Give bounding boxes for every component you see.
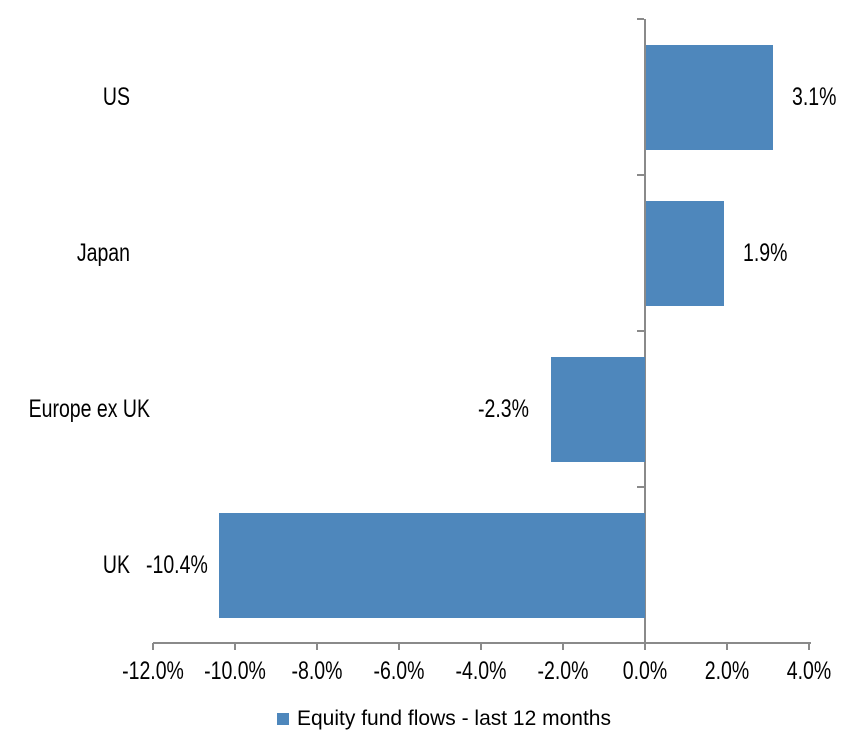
x-tick-label: -8.0% [291, 657, 343, 685]
x-axis-line [153, 642, 811, 644]
x-tick-label: 2.0% [704, 657, 750, 685]
x-tick [808, 643, 810, 650]
x-tick [152, 643, 154, 650]
data-label: 1.9% [743, 239, 788, 267]
x-tick [480, 643, 482, 650]
y-axis-tick [637, 486, 644, 488]
data-label: -2.3% [478, 395, 529, 423]
bar-us [646, 45, 773, 150]
bar-japan [646, 201, 724, 306]
x-tick-label: -2.0% [537, 657, 589, 685]
x-tick [234, 643, 236, 650]
bar-europe-ex-uk [551, 357, 645, 462]
category-label: UK [102, 551, 130, 579]
x-tick [644, 643, 646, 650]
legend: Equity fund flows - last 12 months [277, 706, 611, 732]
x-tick [316, 643, 318, 650]
x-tick-label: -4.0% [455, 657, 507, 685]
x-tick [562, 643, 564, 650]
x-tick [726, 643, 728, 650]
x-tick [398, 643, 400, 650]
x-tick-label: -6.0% [373, 657, 425, 685]
bar-uk [219, 513, 645, 618]
y-axis-tick [637, 330, 644, 332]
category-label: US [102, 83, 130, 111]
y-axis-line [644, 19, 646, 643]
y-axis-tick [637, 18, 644, 20]
data-label: 3.1% [792, 83, 837, 111]
x-tick-label: 4.0% [786, 657, 832, 685]
legend-label: Equity fund flows - last 12 months [297, 707, 611, 730]
legend-swatch-icon [277, 713, 289, 725]
data-label: -10.4% [146, 551, 208, 579]
category-label: Japan [76, 239, 130, 267]
x-tick-label: 0.0% [622, 657, 668, 685]
category-label: Europe ex UK [28, 395, 150, 423]
x-tick-label: -10.0% [204, 657, 266, 685]
y-axis-tick [637, 174, 644, 176]
x-tick-label: -12.0% [122, 657, 184, 685]
